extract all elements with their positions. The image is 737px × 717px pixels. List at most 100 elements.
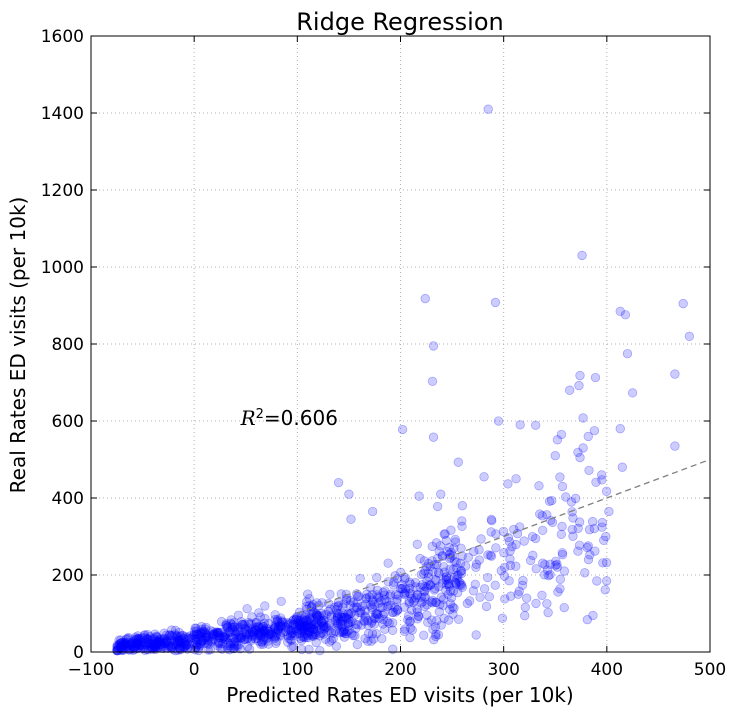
data-point: [379, 590, 389, 600]
data-point: [302, 623, 312, 633]
data-point: [382, 601, 393, 612]
data-point: [229, 634, 239, 644]
data-point: [262, 624, 272, 634]
data-point: [143, 629, 153, 640]
data-point: [133, 639, 143, 649]
data-point: [259, 629, 270, 639]
data-point: [336, 612, 346, 622]
data-point: [259, 618, 270, 628]
data-point: [427, 376, 438, 386]
data-point: [269, 623, 279, 634]
data-point: [432, 559, 442, 570]
data-point: [368, 597, 378, 607]
data-point: [574, 540, 585, 550]
y-tick-label: 1600: [41, 27, 84, 47]
data-point: [335, 627, 345, 638]
data-point: [349, 603, 359, 613]
data-point: [127, 643, 138, 654]
data-point: [363, 620, 373, 631]
data-point: [148, 635, 159, 645]
data-point: [505, 546, 515, 556]
data-point: [367, 604, 377, 615]
data-point: [145, 632, 155, 642]
data-point: [254, 629, 264, 640]
data-point: [193, 633, 203, 643]
data-point: [122, 634, 132, 644]
data-point: [535, 509, 545, 519]
data-point: [114, 641, 124, 651]
data-point: [530, 420, 541, 430]
data-point: [507, 542, 517, 552]
data-point: [180, 632, 190, 642]
data-point: [399, 602, 409, 612]
data-point: [228, 624, 238, 634]
data-point: [308, 631, 318, 641]
data-point: [302, 620, 312, 631]
data-point: [291, 613, 302, 623]
data-point: [270, 632, 281, 642]
data-point: [166, 631, 176, 641]
data-point: [199, 626, 209, 637]
data-point: [262, 636, 273, 646]
data-point: [417, 597, 428, 607]
data-point: [159, 628, 169, 638]
data-point: [457, 521, 467, 531]
data-point: [374, 598, 384, 608]
data-point: [297, 618, 307, 629]
data-point: [145, 643, 156, 653]
data-point: [319, 625, 329, 635]
data-point: [161, 637, 171, 647]
data-point: [175, 644, 185, 654]
data-point: [388, 644, 398, 654]
data-point: [232, 624, 243, 634]
data-point: [412, 589, 422, 600]
data-point: [226, 615, 236, 625]
data-point: [350, 619, 361, 629]
data-point: [425, 562, 436, 572]
data-point: [323, 606, 334, 616]
data-point: [453, 457, 463, 467]
data-point: [437, 578, 447, 588]
data-point: [392, 605, 403, 615]
data-point: [299, 631, 309, 641]
data-point: [499, 548, 509, 558]
data-point: [159, 643, 169, 654]
data-point: [185, 631, 195, 641]
data-point: [601, 576, 612, 586]
data-point: [420, 293, 430, 304]
data-point: [343, 609, 354, 620]
data-point: [422, 600, 432, 610]
data-point: [431, 538, 442, 548]
data-point: [301, 632, 311, 643]
data-point: [201, 632, 211, 643]
data-point: [528, 550, 538, 560]
data-point: [525, 555, 536, 566]
data-point: [227, 619, 237, 630]
data-point: [540, 560, 550, 570]
data-point: [392, 596, 402, 607]
data-point: [141, 638, 152, 648]
data-point: [221, 620, 231, 630]
data-point: [219, 632, 229, 642]
data-point: [588, 516, 598, 527]
data-point: [219, 632, 229, 642]
data-point: [237, 619, 248, 629]
data-point: [542, 510, 552, 520]
data-point: [168, 644, 178, 654]
data-point: [427, 615, 437, 625]
data-point: [282, 620, 293, 630]
data-point: [588, 610, 598, 621]
data-point: [557, 521, 567, 532]
data-point: [325, 589, 335, 599]
data-point: [158, 641, 168, 651]
data-point: [184, 634, 194, 644]
data-point: [567, 524, 577, 535]
data-point: [302, 597, 312, 607]
data-point: [406, 579, 416, 589]
data-point: [295, 619, 305, 629]
data-point: [378, 619, 388, 629]
data-point: [134, 639, 144, 649]
data-point: [242, 634, 252, 644]
data-point: [254, 608, 264, 618]
data-point: [343, 618, 353, 629]
